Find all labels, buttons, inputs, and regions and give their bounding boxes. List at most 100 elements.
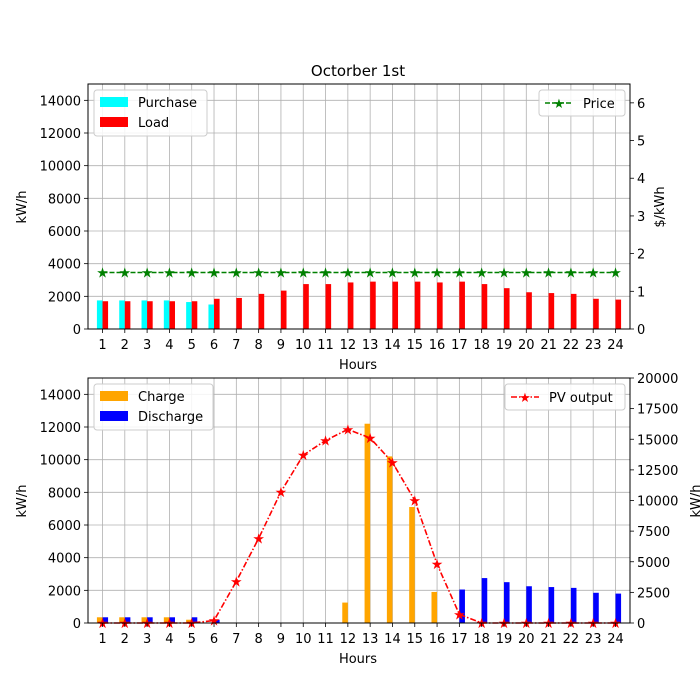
marker-pv-output-12: ★ [342,422,355,438]
legend-swatch-purchase [100,97,128,107]
top-chart: Octorber 1st ★ ★ ★ ★ ★ ★ ★ ★ ★ ★ ★ ★ ★ ★ ★ ★ ★ ★ ★ ★ ★ ★ ★ ★ 02… [15,62,668,373]
bar-load-23 [593,298,599,329]
top-x-axis-label: Hours [339,358,377,373]
bar-load-12 [347,282,354,329]
marker-price-6: ★ [208,265,221,281]
bar-discharge-5 [191,617,198,623]
tick-label-x-24: 24 [607,632,624,647]
legend-label-pv-output: PV output [549,391,613,406]
tick-label-x-9: 9 [277,632,285,647]
legend-swatch-discharge [100,411,128,421]
tick-label-y-14000: 14000 [40,94,81,109]
bar-charge-4 [163,617,170,623]
tick-label-x-15: 15 [406,632,423,647]
bar-purchase-6 [208,304,215,329]
tick-label-x-5: 5 [188,632,196,647]
tick-label-y-right-10000: 10000 [637,495,678,510]
top-bars [96,281,622,329]
tick-label-x-7: 7 [232,338,240,353]
marker-pv-output-17: ★ [453,607,466,623]
legend-label-price: Price [583,97,615,112]
marker-price-5: ★ [185,265,198,281]
bottom-legend-right-box [504,383,626,411]
tick-label-y-right-5: 5 [637,135,645,150]
marker-price-18: ★ [475,265,488,281]
marker-pv-output-8: ★ [252,531,265,547]
marker-price-3: ★ [141,265,154,281]
legend-label-load: Load [138,116,169,131]
tick-label-x-15: 15 [406,338,423,353]
bar-load-1 [102,301,109,329]
marker-price-9: ★ [275,265,288,281]
tick-label-y-2000: 2000 [48,290,81,305]
marker-pv-output-7: ★ [230,574,243,590]
bar-purchase-1 [96,300,103,329]
legend-label-discharge: Discharge [138,410,203,425]
marker-price-17: ★ [453,265,466,281]
top-y-axis-label: kW/h [15,190,30,223]
bar-purchase-5 [186,302,192,329]
bar-discharge-3 [147,617,153,623]
bar-discharge-22 [570,587,577,623]
tick-label-y-right-5000: 5000 [637,556,670,571]
tick-label-y-right-1: 1 [637,285,645,300]
tick-label-x-19: 19 [496,338,513,353]
bottom-x-axis-label: Hours [339,652,377,667]
marker-price-12: ★ [342,265,355,281]
tick-label-x-19: 19 [496,632,513,647]
tick-label-x-6: 6 [210,338,218,353]
tick-label-x-10: 10 [295,632,312,647]
tick-label-x-11: 11 [317,338,334,353]
tick-label-x-10: 10 [295,338,312,353]
marker-price-4: ★ [163,265,176,281]
tick-label-y-10000: 10000 [40,160,81,175]
tick-label-x-20: 20 [518,338,535,353]
bar-charge-12 [342,602,348,623]
marker-price-16: ★ [431,265,444,281]
tick-label-x-13: 13 [362,632,379,647]
marker-price-19: ★ [498,265,511,281]
tick-label-x-4: 4 [165,338,173,353]
bar-load-16 [437,282,443,329]
bar-purchase-4 [163,300,170,329]
top-left-axis-ticks: 0 2000 4000 6000 8000 10000 12000 14000 [40,94,88,338]
bottom-y-axis-label: kW/h [15,484,30,517]
tick-label-y-12000: 12000 [40,421,81,436]
tick-label-y-right-6: 6 [637,97,645,112]
tick-label-y-8000: 8000 [48,486,81,501]
bar-charge-15 [409,507,415,623]
tick-label-x-12: 12 [340,338,357,353]
tick-label-y-right-0: 0 [637,617,645,632]
tick-label-y-8000: 8000 [48,192,81,207]
marker-price-22: ★ [565,265,578,281]
bottom-left-axis-ticks: 0 2000 4000 6000 8000 10000 12000 14000 [40,388,88,632]
top-legend-right: ★ Price [538,89,626,117]
marker-pv-output-11: ★ [319,433,332,449]
bar-load-11 [325,284,332,329]
bar-discharge-23 [593,592,599,623]
tick-label-y-0: 0 [73,323,81,338]
tick-label-x-4: 4 [165,632,173,647]
bottom-x-axis-ticks: 1 2 3 4 5 6 7 8 9 10 11 12 13 14 15 16 17 18 19 20 21 22 23 24 [98,623,624,647]
bar-load-9 [280,290,287,329]
top-price-line: ★ ★ ★ ★ ★ ★ ★ ★ ★ ★ ★ ★ ★ ★ ★ ★ ★ ★ ★ ★ ★ ★ ★ ★ [96,265,622,281]
tick-label-x-3: 3 [143,338,151,353]
marker-price-23: ★ [587,265,600,281]
legend-label-charge: Charge [138,390,185,405]
tick-label-x-13: 13 [362,338,379,353]
marker-price-1: ★ [96,265,109,281]
tick-label-x-8: 8 [254,338,262,353]
tick-label-x-23: 23 [585,632,602,647]
bar-load-17 [459,281,465,329]
tick-label-x-21: 21 [540,632,557,647]
tick-label-x-20: 20 [518,632,535,647]
tick-label-x-22: 22 [563,632,580,647]
top-right-y-axis-label: $/kWh [653,186,668,227]
tick-label-y-right-7500: 7500 [637,525,670,540]
tick-label-x-14: 14 [384,632,401,647]
bar-load-6 [214,298,220,329]
tick-label-x-6: 6 [210,632,218,647]
bottom-right-axis-ticks: 0 2500 5000 7500 10000 12500 15000 17500 20000 [630,372,678,632]
bar-load-5 [191,301,198,329]
bar-charge-14 [386,456,393,623]
